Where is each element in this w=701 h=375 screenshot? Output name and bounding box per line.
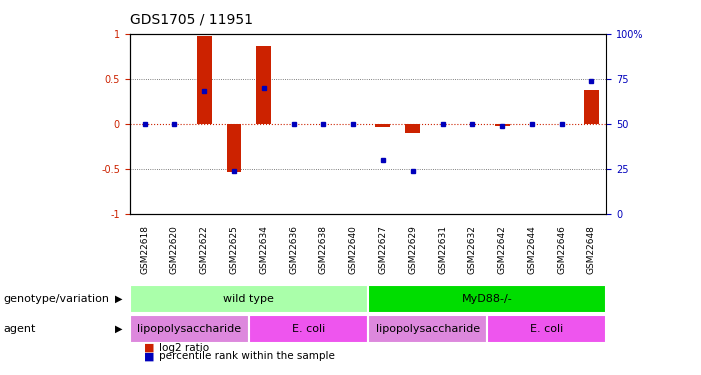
Text: ▶: ▶ — [115, 324, 123, 334]
Text: GSM22634: GSM22634 — [259, 225, 268, 274]
Text: wild type: wild type — [224, 294, 274, 304]
Text: percentile rank within the sample: percentile rank within the sample — [159, 351, 335, 361]
Text: E. coli: E. coli — [530, 324, 564, 334]
Bar — [130, 285, 368, 313]
Text: GDS1705 / 11951: GDS1705 / 11951 — [130, 12, 252, 26]
Bar — [130, 315, 249, 343]
Text: GSM22625: GSM22625 — [229, 225, 238, 274]
Bar — [495, 124, 510, 126]
Bar — [226, 124, 241, 172]
Text: GSM22642: GSM22642 — [498, 225, 507, 274]
Bar — [257, 46, 271, 124]
Bar — [584, 90, 599, 124]
Text: GSM22620: GSM22620 — [170, 225, 179, 274]
Text: genotype/variation: genotype/variation — [4, 294, 109, 304]
Text: GSM22622: GSM22622 — [200, 225, 209, 274]
Text: GSM22648: GSM22648 — [587, 225, 596, 274]
Text: GSM22629: GSM22629 — [408, 225, 417, 274]
Text: GSM22638: GSM22638 — [319, 225, 328, 274]
Text: GSM22646: GSM22646 — [557, 225, 566, 274]
Text: lipopolysaccharide: lipopolysaccharide — [376, 324, 479, 334]
Text: GSM22627: GSM22627 — [379, 225, 388, 274]
Text: ■: ■ — [144, 351, 154, 361]
Text: GSM22631: GSM22631 — [438, 225, 447, 274]
Bar — [197, 36, 212, 124]
Text: ■: ■ — [144, 343, 154, 353]
Bar — [249, 315, 368, 343]
Bar — [487, 315, 606, 343]
Text: ▶: ▶ — [115, 294, 123, 304]
Text: GSM22644: GSM22644 — [527, 225, 536, 274]
Bar — [405, 124, 420, 133]
Text: log2 ratio: log2 ratio — [159, 343, 210, 353]
Text: GSM22636: GSM22636 — [289, 225, 298, 274]
Text: MyD88-/-: MyD88-/- — [462, 294, 512, 304]
Bar — [368, 285, 606, 313]
Text: lipopolysaccharide: lipopolysaccharide — [137, 324, 241, 334]
Bar — [376, 124, 390, 128]
Text: GSM22618: GSM22618 — [140, 225, 149, 274]
Text: agent: agent — [4, 324, 36, 334]
Text: GSM22632: GSM22632 — [468, 225, 477, 274]
Text: GSM22640: GSM22640 — [348, 225, 358, 274]
Text: E. coli: E. coli — [292, 324, 325, 334]
Bar — [368, 315, 487, 343]
